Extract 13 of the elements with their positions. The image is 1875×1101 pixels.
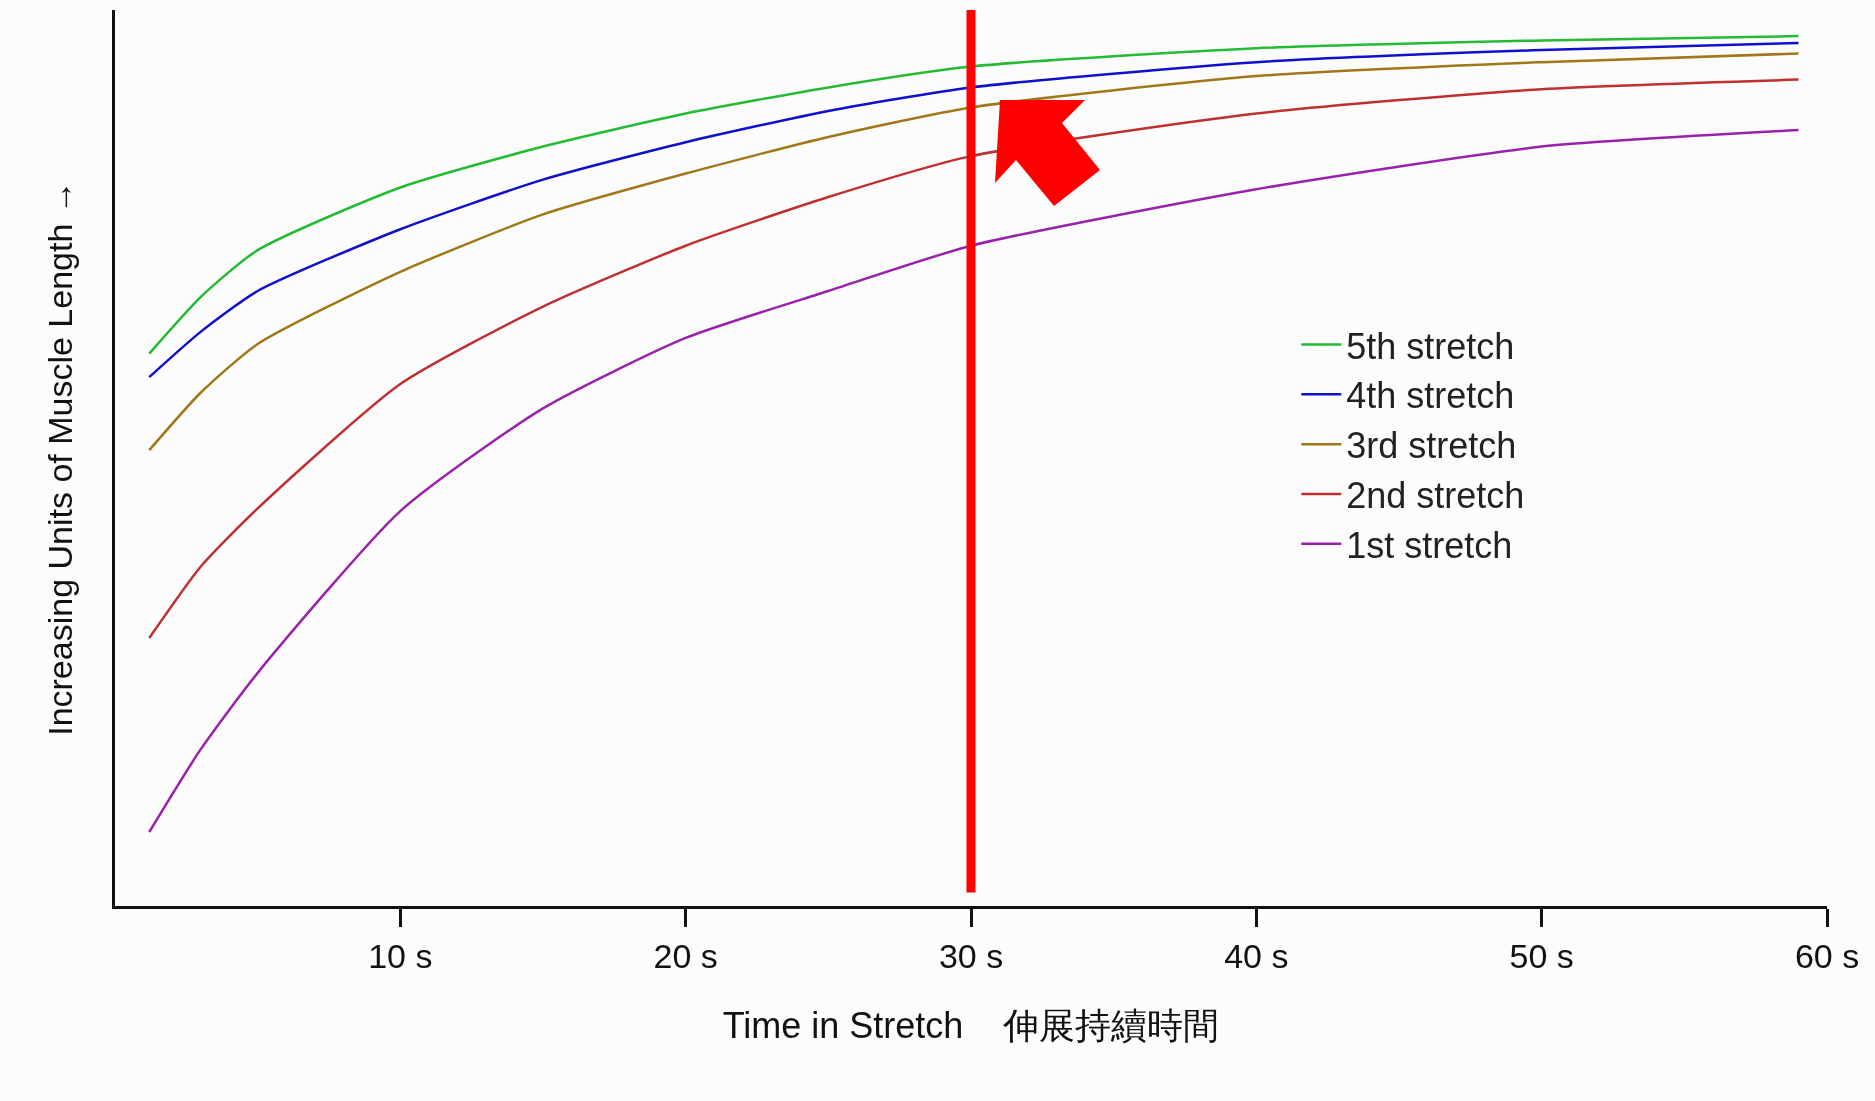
x-tick-label: 60 s <box>1794 936 1860 975</box>
legend-label: 4th stretch <box>1346 375 1515 417</box>
legend-label: 2nd stretch <box>1346 474 1525 516</box>
x-tick-label: 10 s <box>368 936 433 975</box>
y-axis-title: Increasing Units of Muscle Length → <box>40 180 79 736</box>
x-tick-label: 20 s <box>653 936 718 975</box>
x-axis-title: Time in Stretch 伸展持續時間 <box>722 1005 1220 1047</box>
x-tick-label: 50 s <box>1509 936 1574 975</box>
legend-label: 3rd stretch <box>1346 425 1517 467</box>
x-tick-label: 40 s <box>1224 936 1289 975</box>
legend-label: 1st stretch <box>1346 524 1513 566</box>
x-tick-label: 30 s <box>938 936 1004 975</box>
legend-label: 5th stretch <box>1346 325 1515 367</box>
